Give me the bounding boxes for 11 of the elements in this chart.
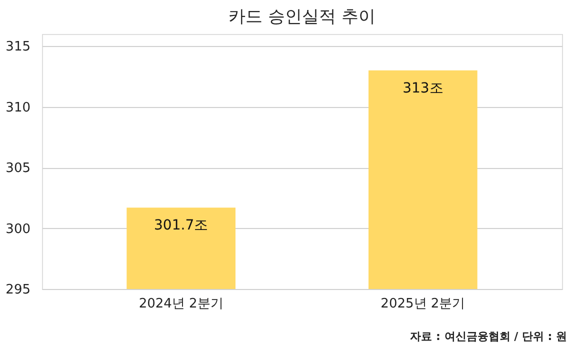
chart-title: 카드 승인실적 추이 — [228, 7, 376, 27]
y-tick-label: 305 — [6, 161, 30, 176]
y-tick-label: 300 — [6, 222, 30, 237]
data-label: 313조 — [402, 80, 444, 96]
y-tick-label: 310 — [6, 100, 30, 116]
x-tick-label: 2025년 2분기 — [380, 296, 466, 312]
y-tick-label: 315 — [6, 40, 30, 55]
x-tick-label: 2024년 2분기 — [138, 296, 224, 312]
text: 자료 : 여신금융협회 / 단위 : 원 — [410, 330, 567, 343]
data-label: 301.7조 — [154, 218, 208, 234]
y-tick-label: 295 — [6, 282, 30, 298]
